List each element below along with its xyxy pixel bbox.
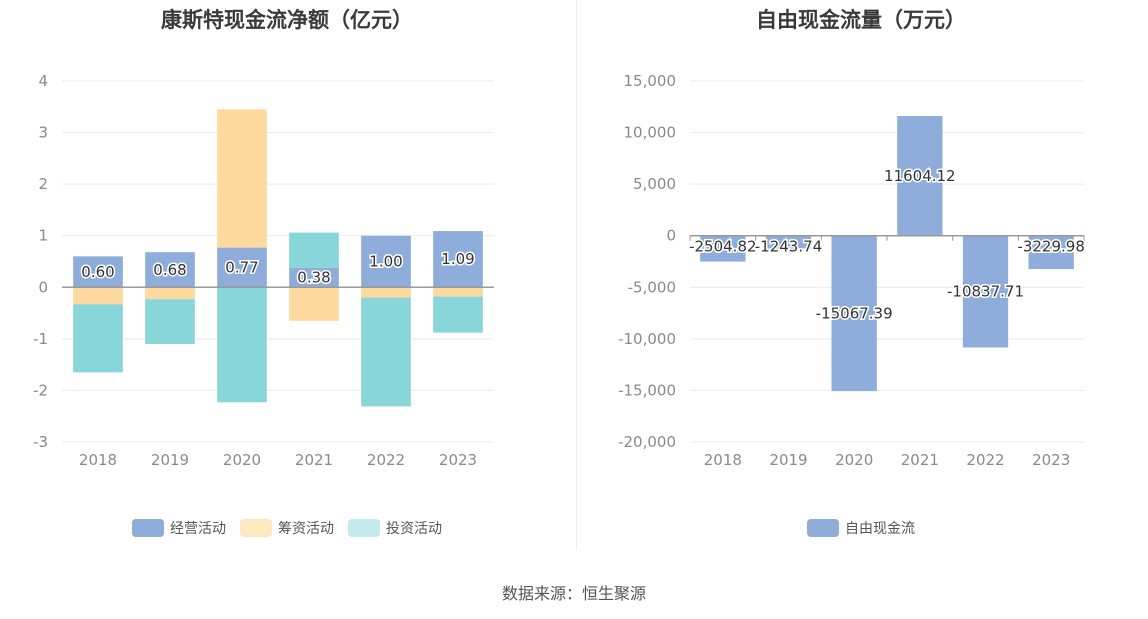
y-tick-label: 5,000	[633, 175, 676, 193]
chart-legend: 经营活动 筹资活动 投资活动	[0, 518, 574, 538]
bar-operating	[289, 267, 339, 288]
y-tick-label: 3	[38, 124, 48, 142]
legend-label: 自由现金流	[845, 521, 915, 537]
bar-operating	[217, 247, 267, 288]
x-tick-label: 2023	[1032, 451, 1070, 469]
data-label: 0.60	[81, 263, 114, 281]
free-cashflow-chart: 15,000 10,000 5,000 0 -5,000 -10,000 -15,000 -2…	[618, 72, 1086, 469]
y-tick-label: -10,000	[618, 330, 676, 348]
bar-investing	[361, 297, 411, 407]
bar-investing	[433, 296, 483, 333]
bar-financing	[73, 287, 123, 305]
chart-legend: 自由现金流	[574, 518, 1148, 538]
legend-label: 投资活动	[386, 521, 442, 537]
bar-operating	[145, 252, 195, 288]
bar-investing	[217, 287, 267, 403]
x-tick-label: 2019	[151, 451, 189, 469]
data-label: 0.68	[153, 261, 186, 279]
bar-free	[831, 235, 877, 392]
data-label: 1.00	[369, 253, 402, 271]
data-label: 0.38	[297, 268, 330, 286]
bar-operating	[73, 256, 123, 288]
y-tick-label: 2	[38, 175, 48, 193]
free-cashflow-chart-panel: 自由现金流量（万元） 15,000 10,000 5,000 0 -5,000 -10,0…	[574, 0, 1148, 560]
data-label: -10837.71	[947, 283, 1024, 301]
chart-title: 康斯特现金流净额（亿元）	[161, 8, 413, 32]
data-label: -3229.98	[1017, 238, 1084, 256]
legend-item-operating[interactable]: 经营活动	[132, 518, 226, 538]
x-tick-label: 2020	[835, 451, 873, 469]
x-tick-label: 2018	[704, 451, 742, 469]
x-tick-label: 2023	[439, 451, 477, 469]
y-tick-label: -15,000	[618, 381, 676, 399]
cashflow-net-chart-panel: 康斯特现金流净额（亿元） 4 3 2 1 0 -1 -2 -3 2018 2019 2020 2021…	[0, 0, 574, 560]
panel-divider	[576, 0, 577, 550]
x-tick-label: 2022	[966, 451, 1004, 469]
y-tick-label: -5,000	[628, 278, 676, 296]
bar-financing	[289, 287, 339, 321]
data-label: -2504.82	[689, 238, 756, 256]
x-tick-label: 2018	[79, 451, 117, 469]
bar-operating	[433, 231, 483, 288]
legend-swatch	[132, 519, 164, 537]
bar-free	[700, 235, 746, 262]
bar-free	[1028, 235, 1074, 270]
bar-free	[962, 235, 1009, 348]
legend-item-free-cashflow[interactable]: 自由现金流	[807, 518, 915, 538]
bar-operating	[361, 235, 411, 288]
bar-financing	[217, 109, 267, 248]
y-tick-label: 1	[38, 227, 48, 245]
data-label: 11604.12	[884, 167, 956, 185]
legend-label: 筹资活动	[278, 521, 334, 537]
y-tick-label: -1	[33, 330, 48, 348]
data-label: -1243.74	[755, 238, 822, 256]
data-label: 0.77	[225, 258, 258, 276]
x-tick-label: 2022	[367, 451, 405, 469]
bar-investing	[73, 304, 123, 373]
legend-item-financing[interactable]: 筹资活动	[240, 518, 334, 538]
legend-swatch	[240, 519, 272, 537]
bar-financing	[433, 287, 483, 297]
bar-free	[897, 116, 943, 236]
y-tick-label: -20,000	[618, 433, 676, 451]
y-tick-label: -3	[33, 433, 48, 451]
bar-financing	[145, 287, 195, 300]
y-tick-label: 10,000	[624, 124, 677, 142]
cashflow-net-chart: 4 3 2 1 0 -1 -2 -3 2018 2019 2020 2021 2022 2023 0.60 0…	[33, 72, 494, 469]
x-tick-label: 2021	[295, 451, 333, 469]
x-tick-label: 2021	[901, 451, 939, 469]
y-tick-label: 15,000	[624, 72, 677, 90]
y-tick-label: 4	[38, 72, 48, 90]
legend-item-investing[interactable]: 投资活动	[348, 518, 442, 538]
bar-investing	[145, 299, 195, 345]
data-label: -15067.39	[816, 304, 893, 322]
y-tick-label: 0	[38, 278, 48, 296]
data-source-note: 数据来源：恒生聚源	[501, 584, 646, 603]
bar-financing	[361, 287, 411, 298]
bar-free	[765, 235, 812, 249]
y-tick-label: -2	[33, 381, 48, 399]
legend-label: 经营活动	[170, 521, 226, 537]
legend-swatch	[807, 519, 839, 537]
x-tick-label: 2020	[223, 451, 261, 469]
y-tick-label: 0	[666, 227, 676, 245]
bar-investing	[289, 232, 339, 268]
data-label: 1.09	[441, 250, 474, 268]
legend-swatch	[348, 519, 380, 537]
chart-title: 自由现金流量（万元）	[756, 8, 966, 32]
x-tick-label: 2019	[769, 451, 807, 469]
